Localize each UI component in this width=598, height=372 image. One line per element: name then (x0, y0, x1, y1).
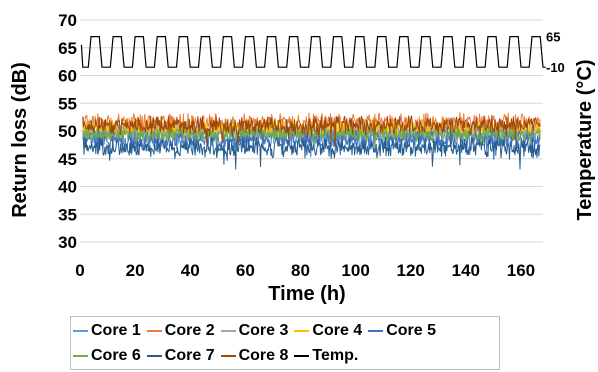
legend-item: Core 5 (368, 322, 436, 340)
legend-swatch (146, 330, 162, 332)
y-tick-label: 60 (58, 67, 77, 86)
legend-item: Core 3 (220, 322, 289, 340)
legend-swatch (73, 330, 88, 332)
legend: Core 1 Core 2 Core 3 Core 4 Core 5 Core 6 Cor… (70, 316, 500, 370)
legend-item: Core 2 (146, 322, 215, 340)
x-tick-label: 160 (507, 261, 535, 280)
y2-axis-title: Temperature (°C) (574, 60, 596, 221)
legend-item: Core 1 (73, 322, 141, 340)
y2-tick-labels: 65 -10 (546, 30, 565, 76)
legend-swatch (294, 330, 310, 332)
y-tick-label: 30 (58, 233, 77, 252)
y-tick-label: 55 (58, 94, 77, 113)
x-tick-label: 80 (291, 261, 310, 280)
legend-item: Core 4 (294, 322, 362, 340)
x-axis-title: Time (h) (268, 283, 345, 305)
legend-item: Core 8 (220, 347, 289, 365)
legend-label: Core 3 (238, 322, 289, 339)
legend-swatch (146, 355, 162, 357)
x-tick-label: 20 (126, 261, 145, 280)
legend-item: Temp. (294, 347, 358, 365)
temperature-layer (80, 36, 546, 68)
series-line-core-7 (82, 135, 541, 170)
series-line-temp (80, 36, 546, 68)
y-tick-label: 45 (58, 150, 77, 169)
x-tick-label: 0 (75, 261, 84, 280)
y-tick-label: 65 (58, 39, 77, 58)
x-tick-label: 100 (341, 261, 369, 280)
y-tick-label: 70 (58, 11, 77, 30)
series-line-core-8 (82, 114, 541, 147)
legend-label: Core 8 (238, 347, 289, 364)
legend-swatch (368, 330, 384, 332)
legend-swatch (220, 330, 236, 332)
legend-row: Core 1 Core 2 Core 3 Core 4 Core 5 (73, 319, 442, 343)
legend-label: Core 6 (91, 347, 141, 364)
y2-tick-label: -10 (546, 60, 565, 75)
series-layer (82, 112, 541, 170)
x-tick-label: 40 (181, 261, 200, 280)
y-tick-label: 40 (58, 178, 77, 197)
y-axis-title: Return loss (dB) (9, 62, 31, 218)
legend-label: Core 4 (312, 322, 363, 339)
y2-tick-label: 65 (546, 30, 560, 45)
legend-swatch (73, 355, 88, 357)
legend-label: Temp. (312, 347, 359, 364)
legend-label: Core 2 (164, 322, 215, 339)
legend-swatch (294, 355, 310, 357)
legend-item: Core 6 (73, 347, 141, 365)
x-tick-label: 60 (236, 261, 255, 280)
legend-label: Core 1 (91, 322, 141, 339)
x-tick-label: 140 (452, 261, 480, 280)
legend-item: Core 7 (146, 347, 215, 365)
x-tick-label: 120 (397, 261, 425, 280)
legend-label: Core 7 (164, 347, 215, 364)
y-tick-label: 35 (58, 205, 77, 224)
y-tick-label: 50 (58, 122, 77, 141)
legend-swatch (220, 355, 236, 357)
legend-label: Core 5 (386, 322, 436, 339)
y-tick-labels: 30 35 40 45 50 55 60 65 70 (58, 11, 77, 252)
legend-row: Core 6 Core 7 Core 8 Temp. (73, 344, 364, 368)
x-tick-labels: 0 20 40 60 80 100 120 140 160 (75, 261, 535, 280)
